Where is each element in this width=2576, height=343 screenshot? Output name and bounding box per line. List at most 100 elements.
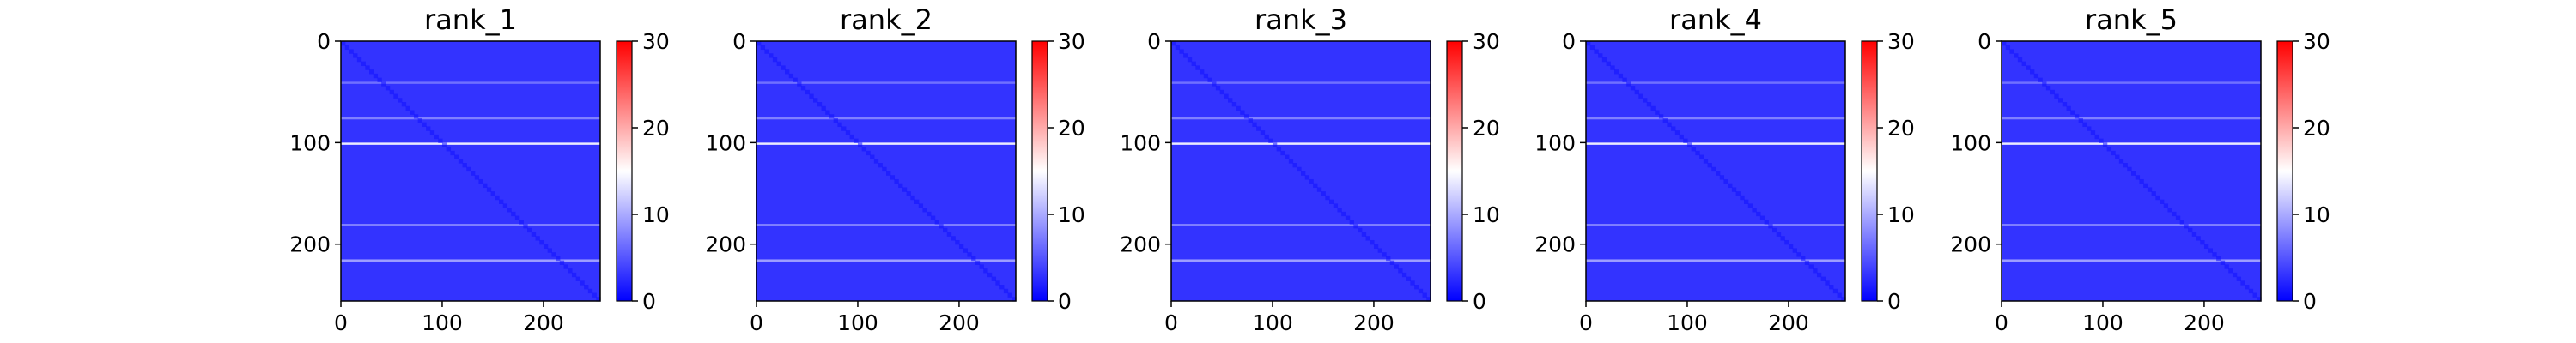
heatmap-diagonal-cell bbox=[2078, 117, 2083, 123]
heatmap-diagonal-cell bbox=[788, 73, 794, 79]
heatmap-diagonal-cell bbox=[1292, 163, 1297, 168]
heatmap-diagonal-cell bbox=[1658, 114, 1664, 119]
x-tick-label: 200 bbox=[2184, 310, 2225, 335]
heatmap-diagonal-cell bbox=[2058, 98, 2063, 103]
heatmap-row-band bbox=[1171, 81, 1431, 84]
heatmap-row-band bbox=[341, 224, 600, 226]
heatmap-diagonal-cell bbox=[991, 276, 997, 281]
heatmap-diagonal-cell bbox=[1398, 268, 1403, 274]
heatmap-diagonal-cell bbox=[2102, 142, 2108, 147]
heatmap-diagonal-cell bbox=[1349, 220, 1354, 225]
heatmap-diagonal-cell bbox=[1626, 81, 1631, 87]
heatmap-diagonal-cell bbox=[2017, 57, 2023, 63]
heatmap-diagonal-cell bbox=[2131, 171, 2136, 176]
colorbar-tick-label: 0 bbox=[642, 289, 656, 314]
y-tick-label: 200 bbox=[705, 232, 746, 257]
heatmap-diagonal-cell bbox=[793, 77, 798, 82]
heatmap-diagonal-cell bbox=[1796, 252, 1801, 257]
heatmap-frame bbox=[756, 40, 1017, 302]
panel-4: rank_4 0 100 200 0 100 200 0 10 20 30 bbox=[1534, 3, 1915, 335]
panel-title: rank_2 bbox=[840, 3, 933, 36]
heatmap-diagonal-cell bbox=[1707, 163, 1712, 168]
heatmap-diagonal-cell bbox=[781, 65, 786, 70]
colorbar-tick-label: 0 bbox=[1887, 289, 1901, 314]
y-tick-label: 200 bbox=[1120, 232, 1161, 257]
panel-2: rank_2 0 100 200 0 100 200 0 10 20 30 bbox=[705, 3, 1085, 335]
heatmap-diagonal-cell bbox=[1394, 264, 1399, 269]
x-tick-label: 100 bbox=[2082, 310, 2123, 335]
heatmap-diagonal-cell bbox=[2050, 89, 2055, 95]
heatmap-diagonal-cell bbox=[1643, 98, 1648, 103]
heatmap-diagonal-cell bbox=[1012, 297, 1017, 302]
y-tick-label: 200 bbox=[1534, 232, 1576, 257]
heatmap-diagonal-cell bbox=[2111, 150, 2116, 156]
heatmap-diagonal-cell bbox=[369, 69, 374, 75]
x-tick-label: 100 bbox=[1252, 310, 1293, 335]
heatmap-diagonal-cell bbox=[495, 195, 500, 201]
heatmap-diagonal-cell bbox=[983, 268, 988, 274]
heatmap-diagonal-cell bbox=[809, 93, 814, 99]
heatmap-diagonal-cell bbox=[1228, 98, 1233, 103]
heatmap-diagonal-cell bbox=[951, 236, 956, 241]
colorbar-tick-label: 10 bbox=[2303, 202, 2330, 227]
heatmap-diagonal-cell bbox=[2014, 53, 2019, 58]
heatmap-diagonal-cell bbox=[1784, 239, 1789, 245]
heatmap-diagonal-cell bbox=[1373, 244, 1379, 250]
heatmap-diagonal-cell bbox=[466, 166, 471, 172]
heatmap-diagonal-cell bbox=[1341, 211, 1346, 217]
heatmap-diagonal-cell bbox=[344, 45, 350, 51]
colorbar-tick-label: 20 bbox=[642, 116, 670, 141]
heatmap-diagonal-cell bbox=[1316, 187, 1322, 192]
y-tick-label: 0 bbox=[1147, 29, 1161, 54]
heatmap-diagonal-cell bbox=[527, 227, 532, 233]
colorbar-tick-label: 30 bbox=[2303, 29, 2330, 54]
panel-1: rank_1 0 100 200 0 100 200 0 10 20 30 bbox=[289, 3, 670, 335]
heatmap-diagonal-cell bbox=[1638, 93, 1643, 99]
heatmap-diagonal-cell bbox=[478, 178, 483, 184]
heatmap-diagonal-cell bbox=[365, 65, 370, 70]
heatmap-diagonal-cell bbox=[946, 232, 952, 237]
heatmap-diagonal-cell bbox=[1683, 138, 1688, 143]
colorbar bbox=[1031, 40, 1048, 302]
heatmap-diagonal-cell bbox=[1719, 175, 1725, 180]
heatmap-diagonal-cell bbox=[833, 117, 838, 123]
heatmap-diagonal-cell bbox=[785, 69, 790, 75]
heatmap-diagonal-cell bbox=[474, 175, 480, 180]
heatmap-row-band bbox=[1171, 259, 1431, 262]
heatmap-diagonal-cell bbox=[2200, 239, 2205, 245]
heatmap-diagonal-cell bbox=[1389, 260, 1395, 265]
heatmap-diagonal-cell bbox=[458, 159, 464, 164]
heatmap-diagonal-cell bbox=[385, 86, 391, 91]
heatmap-diagonal-cell bbox=[507, 208, 512, 213]
heatmap-diagonal-cell bbox=[1418, 288, 1424, 294]
y-tick-label: 100 bbox=[289, 130, 331, 155]
heatmap-diagonal-cell bbox=[849, 134, 854, 140]
heatmap-frame bbox=[2001, 40, 2262, 302]
heatmap-row-band bbox=[2002, 81, 2261, 84]
heatmap-diagonal-cell bbox=[1752, 208, 1757, 213]
panel-title: rank_3 bbox=[1255, 3, 1347, 36]
y-tick-label: 0 bbox=[1978, 29, 1991, 54]
heatmap-diagonal-cell bbox=[1183, 53, 1188, 58]
heatmap-diagonal-cell bbox=[800, 86, 806, 91]
heatmap-diagonal-cell bbox=[1285, 154, 1290, 159]
heatmap-diagonal-cell bbox=[1731, 187, 1737, 192]
heatmap-diagonal-cell bbox=[1630, 86, 1636, 91]
heatmap-diagonal-cell bbox=[349, 49, 354, 54]
heatmap-diagonal-cell bbox=[471, 171, 476, 176]
heatmap-diagonal-cell bbox=[999, 285, 1005, 290]
heatmap-diagonal-cell bbox=[1699, 154, 1704, 159]
heatmap-diagonal-cell bbox=[2220, 260, 2226, 265]
heatmap-diagonal-cell bbox=[1764, 220, 1769, 225]
heatmap-diagonal-cell bbox=[829, 114, 835, 119]
heatmap-diagonal-cell bbox=[1361, 232, 1367, 237]
heatmap-diagonal-cell bbox=[861, 147, 867, 152]
heatmap-diagonal-cell bbox=[2252, 292, 2257, 298]
y-tick-label: 100 bbox=[705, 130, 746, 155]
heatmap-diagonal-cell bbox=[825, 110, 830, 115]
heatmap-diagonal-cell bbox=[760, 45, 766, 51]
heatmap-row-band bbox=[756, 259, 1016, 262]
colorbar-tick-label: 20 bbox=[1887, 116, 1915, 141]
heatmap-row-band bbox=[756, 224, 1016, 226]
heatmap-diagonal-cell bbox=[906, 191, 911, 196]
